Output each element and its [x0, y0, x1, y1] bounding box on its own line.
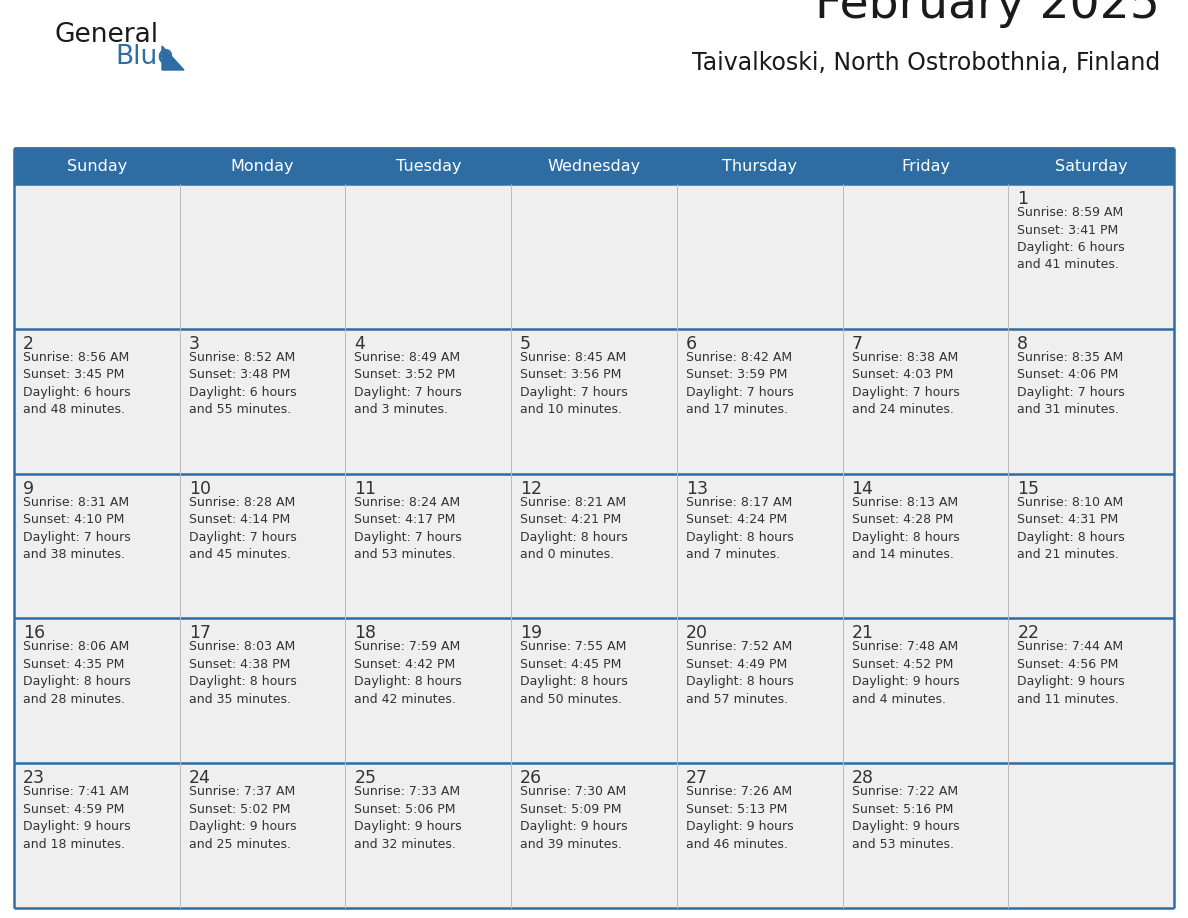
- Bar: [14, 148, 1174, 184]
- Text: Sunrise: 8:56 AM
Sunset: 3:45 PM
Daylight: 6 hours
and 48 minutes.: Sunrise: 8:56 AM Sunset: 3:45 PM Dayligh…: [23, 351, 131, 416]
- Text: Taivalkoski, North Ostrobothnia, Finland: Taivalkoski, North Ostrobothnia, Finland: [691, 51, 1159, 75]
- Text: 7: 7: [852, 335, 862, 353]
- Text: 1: 1: [1017, 190, 1029, 208]
- Text: February 2025: February 2025: [815, 0, 1159, 28]
- Bar: [14, 329, 1174, 474]
- Text: Sunrise: 7:55 AM
Sunset: 4:45 PM
Daylight: 8 hours
and 50 minutes.: Sunrise: 7:55 AM Sunset: 4:45 PM Dayligh…: [520, 641, 628, 706]
- Bar: [14, 474, 1174, 619]
- Text: 14: 14: [852, 479, 873, 498]
- Text: Sunrise: 8:06 AM
Sunset: 4:35 PM
Daylight: 8 hours
and 28 minutes.: Sunrise: 8:06 AM Sunset: 4:35 PM Dayligh…: [23, 641, 131, 706]
- Text: Sunrise: 8:52 AM
Sunset: 3:48 PM
Daylight: 6 hours
and 55 minutes.: Sunrise: 8:52 AM Sunset: 3:48 PM Dayligh…: [189, 351, 296, 416]
- Text: 2: 2: [23, 335, 34, 353]
- Text: Sunrise: 7:44 AM
Sunset: 4:56 PM
Daylight: 9 hours
and 11 minutes.: Sunrise: 7:44 AM Sunset: 4:56 PM Dayligh…: [1017, 641, 1125, 706]
- Polygon shape: [162, 46, 184, 70]
- Text: 11: 11: [354, 479, 377, 498]
- Text: 10: 10: [189, 479, 210, 498]
- Text: 22: 22: [1017, 624, 1040, 643]
- Text: 20: 20: [685, 624, 708, 643]
- Text: 6: 6: [685, 335, 697, 353]
- Text: Sunrise: 7:41 AM
Sunset: 4:59 PM
Daylight: 9 hours
and 18 minutes.: Sunrise: 7:41 AM Sunset: 4:59 PM Dayligh…: [23, 785, 131, 851]
- Text: General: General: [55, 22, 159, 48]
- Text: Sunrise: 7:26 AM
Sunset: 5:13 PM
Daylight: 9 hours
and 46 minutes.: Sunrise: 7:26 AM Sunset: 5:13 PM Dayligh…: [685, 785, 794, 851]
- Text: 18: 18: [354, 624, 377, 643]
- Text: Wednesday: Wednesday: [548, 159, 640, 174]
- Text: Sunrise: 7:30 AM
Sunset: 5:09 PM
Daylight: 9 hours
and 39 minutes.: Sunrise: 7:30 AM Sunset: 5:09 PM Dayligh…: [520, 785, 627, 851]
- Text: 4: 4: [354, 335, 365, 353]
- Text: Sunrise: 8:17 AM
Sunset: 4:24 PM
Daylight: 8 hours
and 7 minutes.: Sunrise: 8:17 AM Sunset: 4:24 PM Dayligh…: [685, 496, 794, 561]
- Text: Sunrise: 8:42 AM
Sunset: 3:59 PM
Daylight: 7 hours
and 17 minutes.: Sunrise: 8:42 AM Sunset: 3:59 PM Dayligh…: [685, 351, 794, 416]
- Text: Sunrise: 7:37 AM
Sunset: 5:02 PM
Daylight: 9 hours
and 25 minutes.: Sunrise: 7:37 AM Sunset: 5:02 PM Dayligh…: [189, 785, 296, 851]
- Text: Sunrise: 8:13 AM
Sunset: 4:28 PM
Daylight: 8 hours
and 14 minutes.: Sunrise: 8:13 AM Sunset: 4:28 PM Dayligh…: [852, 496, 960, 561]
- Text: Sunrise: 8:28 AM
Sunset: 4:14 PM
Daylight: 7 hours
and 45 minutes.: Sunrise: 8:28 AM Sunset: 4:14 PM Dayligh…: [189, 496, 297, 561]
- Bar: [14, 184, 1174, 329]
- Text: Sunrise: 7:52 AM
Sunset: 4:49 PM
Daylight: 8 hours
and 57 minutes.: Sunrise: 7:52 AM Sunset: 4:49 PM Dayligh…: [685, 641, 794, 706]
- Text: 27: 27: [685, 769, 708, 788]
- Text: Sunrise: 8:38 AM
Sunset: 4:03 PM
Daylight: 7 hours
and 24 minutes.: Sunrise: 8:38 AM Sunset: 4:03 PM Dayligh…: [852, 351, 960, 416]
- Text: 9: 9: [23, 479, 34, 498]
- Bar: [14, 619, 1174, 763]
- Text: 23: 23: [23, 769, 45, 788]
- Text: Thursday: Thursday: [722, 159, 797, 174]
- Text: 17: 17: [189, 624, 210, 643]
- Text: 15: 15: [1017, 479, 1040, 498]
- Text: Sunrise: 7:48 AM
Sunset: 4:52 PM
Daylight: 9 hours
and 4 minutes.: Sunrise: 7:48 AM Sunset: 4:52 PM Dayligh…: [852, 641, 959, 706]
- Text: 28: 28: [852, 769, 873, 788]
- Text: Monday: Monday: [230, 159, 295, 174]
- Text: 25: 25: [354, 769, 377, 788]
- Text: Sunrise: 7:22 AM
Sunset: 5:16 PM
Daylight: 9 hours
and 53 minutes.: Sunrise: 7:22 AM Sunset: 5:16 PM Dayligh…: [852, 785, 959, 851]
- Text: 12: 12: [520, 479, 542, 498]
- Text: 21: 21: [852, 624, 873, 643]
- Text: Tuesday: Tuesday: [396, 159, 461, 174]
- Bar: [14, 763, 1174, 908]
- Text: 13: 13: [685, 479, 708, 498]
- Text: Sunrise: 8:03 AM
Sunset: 4:38 PM
Daylight: 8 hours
and 35 minutes.: Sunrise: 8:03 AM Sunset: 4:38 PM Dayligh…: [189, 641, 297, 706]
- Text: Sunrise: 8:24 AM
Sunset: 4:17 PM
Daylight: 7 hours
and 53 minutes.: Sunrise: 8:24 AM Sunset: 4:17 PM Dayligh…: [354, 496, 462, 561]
- Text: 24: 24: [189, 769, 210, 788]
- Text: 19: 19: [520, 624, 542, 643]
- Text: Sunrise: 8:10 AM
Sunset: 4:31 PM
Daylight: 8 hours
and 21 minutes.: Sunrise: 8:10 AM Sunset: 4:31 PM Dayligh…: [1017, 496, 1125, 561]
- Text: Sunrise: 7:33 AM
Sunset: 5:06 PM
Daylight: 9 hours
and 32 minutes.: Sunrise: 7:33 AM Sunset: 5:06 PM Dayligh…: [354, 785, 462, 851]
- Text: Blue: Blue: [115, 44, 173, 70]
- Text: 16: 16: [23, 624, 45, 643]
- Text: Sunrise: 8:45 AM
Sunset: 3:56 PM
Daylight: 7 hours
and 10 minutes.: Sunrise: 8:45 AM Sunset: 3:56 PM Dayligh…: [520, 351, 628, 416]
- Text: 3: 3: [189, 335, 200, 353]
- Text: Sunday: Sunday: [67, 159, 127, 174]
- Text: Sunrise: 7:59 AM
Sunset: 4:42 PM
Daylight: 8 hours
and 42 minutes.: Sunrise: 7:59 AM Sunset: 4:42 PM Dayligh…: [354, 641, 462, 706]
- Text: Saturday: Saturday: [1055, 159, 1127, 174]
- Text: 5: 5: [520, 335, 531, 353]
- Text: Sunrise: 8:59 AM
Sunset: 3:41 PM
Daylight: 6 hours
and 41 minutes.: Sunrise: 8:59 AM Sunset: 3:41 PM Dayligh…: [1017, 206, 1125, 272]
- Text: 26: 26: [520, 769, 542, 788]
- Text: Sunrise: 8:35 AM
Sunset: 4:06 PM
Daylight: 7 hours
and 31 minutes.: Sunrise: 8:35 AM Sunset: 4:06 PM Dayligh…: [1017, 351, 1125, 416]
- Text: Sunrise: 8:21 AM
Sunset: 4:21 PM
Daylight: 8 hours
and 0 minutes.: Sunrise: 8:21 AM Sunset: 4:21 PM Dayligh…: [520, 496, 628, 561]
- Text: Sunrise: 8:49 AM
Sunset: 3:52 PM
Daylight: 7 hours
and 3 minutes.: Sunrise: 8:49 AM Sunset: 3:52 PM Dayligh…: [354, 351, 462, 416]
- Text: Friday: Friday: [901, 159, 950, 174]
- Text: Sunrise: 8:31 AM
Sunset: 4:10 PM
Daylight: 7 hours
and 38 minutes.: Sunrise: 8:31 AM Sunset: 4:10 PM Dayligh…: [23, 496, 131, 561]
- Text: 8: 8: [1017, 335, 1029, 353]
